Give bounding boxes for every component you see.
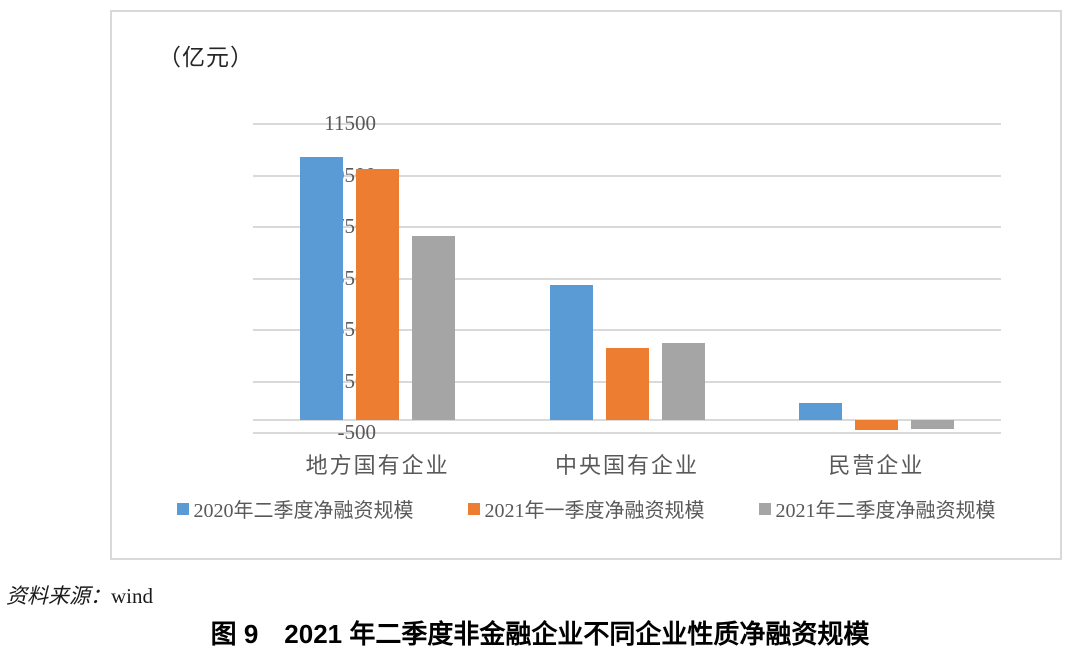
bar-series0-cat1 <box>549 284 593 421</box>
gridline <box>253 123 1001 125</box>
figure-caption: 图 9 2021 年二季度非金融企业不同企业性质净融资规模 <box>0 614 1080 651</box>
bar-series1-cat2 <box>854 420 898 431</box>
legend-label: 2020年二季度净融资规模 <box>193 500 414 522</box>
source-note-value: wind <box>111 584 153 608</box>
legend-item-1: 2021年一季度净融资规模 <box>467 494 705 523</box>
legend-swatch-icon <box>176 502 189 515</box>
bar-series1-cat1 <box>605 348 649 421</box>
legend-item-2: 2021年二季度净融资规模 <box>758 494 996 523</box>
gridline <box>253 277 1001 280</box>
figure-number: 图 9 <box>210 619 259 649</box>
plot-area: 11500 9500 7500 5500 3500 1500 -500 地方国有企业 中央国有企… <box>253 111 1001 478</box>
x-axis-baseline <box>253 419 1001 422</box>
bar-series2-cat0 <box>412 236 456 421</box>
x-category-label: 中央国有企业 <box>554 453 699 478</box>
legend-swatch-icon <box>467 502 480 515</box>
legend-item-0: 2020年二季度净融资规模 <box>176 494 414 523</box>
gridline <box>253 226 1001 228</box>
bar-series0-cat0 <box>300 157 344 421</box>
x-category-label: 地方国有企业 <box>305 453 450 478</box>
chart-frame: （亿元） 11500 9500 7500 5500 3500 1500 -500 地方国有企业… <box>110 10 1062 560</box>
bar-series1-cat0 <box>356 169 400 421</box>
legend-label: 2021年二季度净融资规模 <box>775 500 996 522</box>
gridline <box>253 329 1001 331</box>
x-category-label: 民营企业 <box>828 453 925 478</box>
y-tick-label: 11500 <box>324 111 376 135</box>
bar-series2-cat2 <box>910 420 954 429</box>
y-tick-label: -500 <box>337 420 377 444</box>
chart-legend: 2020年二季度净融资规模 2021年一季度净融资规模 2021年二季度净融资规模 <box>112 494 1060 523</box>
legend-label: 2021年一季度净融资规模 <box>484 500 705 522</box>
source-note-label: 资料来源： <box>6 584 111 608</box>
source-note: 资料来源：wind <box>6 580 153 610</box>
gridline <box>253 174 1001 177</box>
legend-swatch-icon <box>758 502 771 515</box>
gridline <box>253 432 1001 434</box>
bar-series2-cat1 <box>661 342 705 421</box>
figure-title: 2021 年二季度非金融企业不同企业性质净融资规模 <box>284 619 870 649</box>
bar-series0-cat2 <box>798 402 842 421</box>
axis-unit-label: （亿元） <box>158 45 254 70</box>
